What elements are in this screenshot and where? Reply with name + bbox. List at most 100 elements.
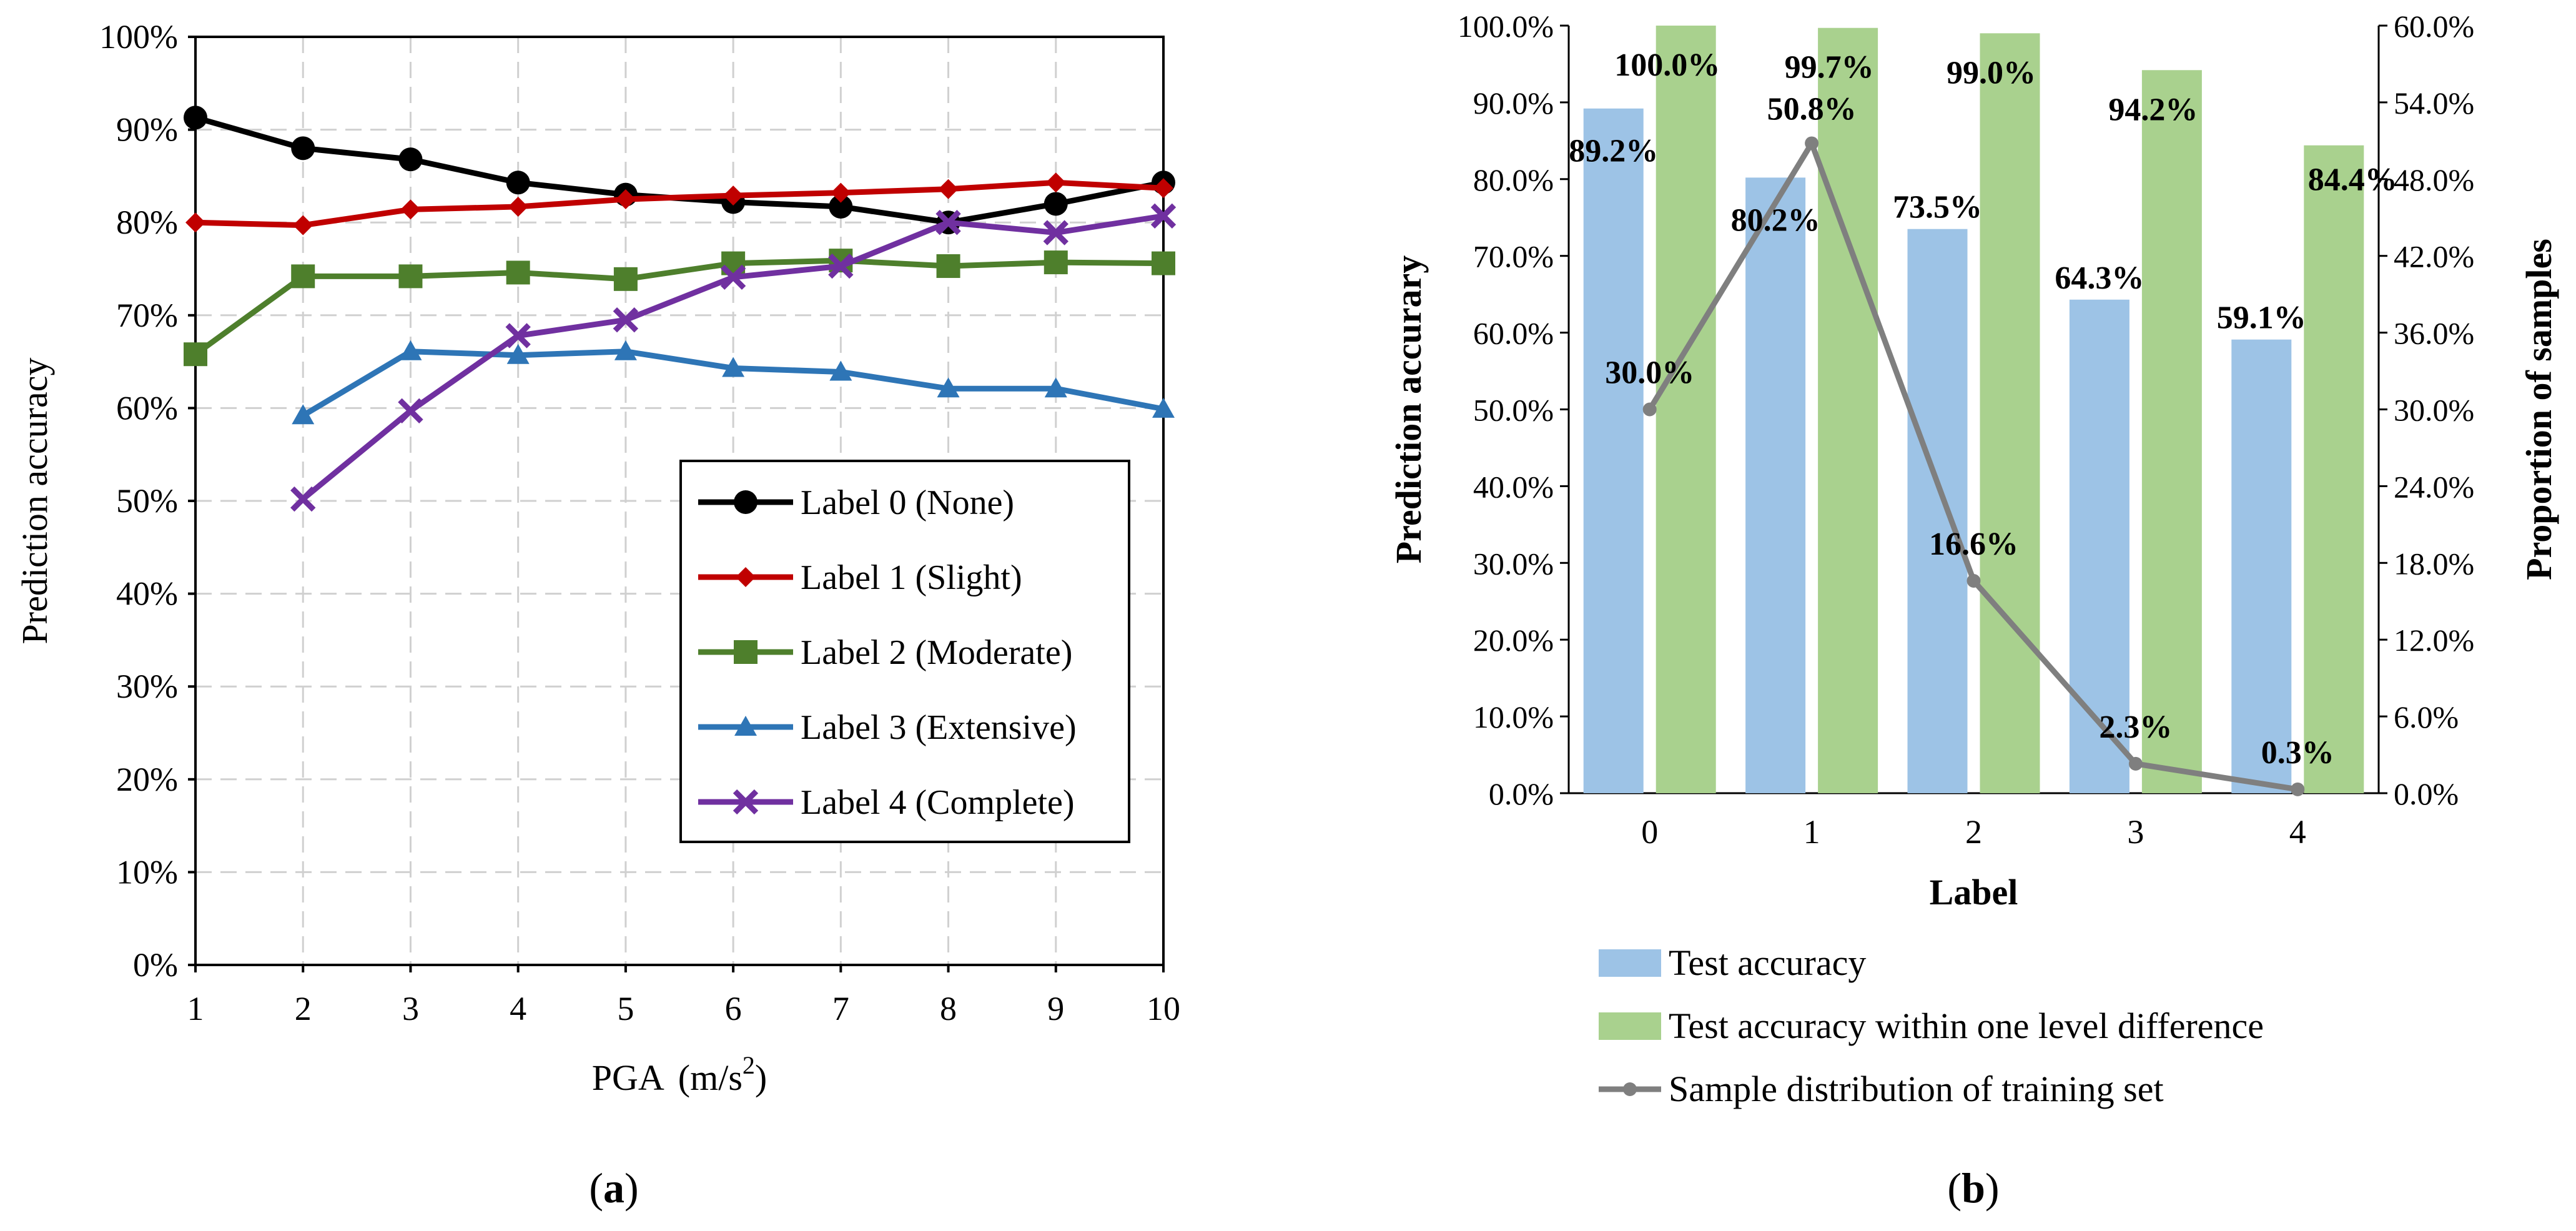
x-tick-label: 0 — [1641, 813, 1658, 851]
legend-swatch — [1599, 949, 1661, 977]
bar-within-one-level — [1980, 33, 2040, 793]
y2-tick-label: 60.0% — [2394, 9, 2474, 44]
distribution-point — [1805, 136, 1819, 151]
x-tick-label: 9 — [1047, 990, 1064, 1027]
legend-label: Test accuracy — [1669, 942, 1866, 983]
x-axis-unit: (m/s — [678, 1057, 743, 1098]
label-test-accuracy: 89.2% — [1569, 134, 1658, 169]
bar-test-accuracy — [2069, 299, 2129, 793]
data-point — [506, 171, 530, 195]
x-tick-label: 4 — [510, 990, 526, 1027]
legend-label: Label 4 (Complete) — [801, 783, 1075, 822]
x-axis-title-name: PGA — [592, 1057, 664, 1098]
label-test-accuracy: 59.1% — [2217, 300, 2306, 336]
data-point — [831, 182, 851, 203]
series-1 — [185, 172, 1173, 235]
data-point — [184, 106, 207, 130]
legend-marker — [733, 789, 759, 815]
data-point — [292, 404, 315, 425]
data-point — [505, 323, 531, 349]
distribution-point — [1642, 402, 1657, 417]
data-point — [291, 136, 315, 161]
y2-tick-label: 0.0% — [2394, 776, 2459, 811]
legend-label: Label 1 (Slight) — [801, 558, 1022, 597]
y-tick-label: 60% — [116, 389, 178, 427]
panel-label: (b) — [1947, 1164, 1999, 1212]
x-tick-label: 7 — [832, 990, 849, 1027]
x-tick-label: 8 — [940, 990, 957, 1027]
x-tick-label: 3 — [2127, 813, 2144, 851]
x-tick-label: 1 — [1804, 813, 1820, 851]
data-point — [1044, 250, 1068, 275]
label-test-accuracy: 73.5% — [1893, 190, 1982, 225]
data-point — [1150, 203, 1177, 229]
label-distribution: 30.0% — [1605, 355, 1694, 391]
y-tick-label: 0.0% — [1489, 776, 1554, 811]
data-point — [185, 212, 205, 233]
distribution-point — [1967, 573, 1981, 588]
x-axis-unit-exp: 2 — [743, 1051, 755, 1079]
series-line — [194, 257, 1164, 357]
legend-label: Sample distribution of training set — [1669, 1069, 2164, 1109]
data-point — [290, 486, 316, 512]
data-point — [399, 340, 422, 360]
data-point — [1044, 377, 1067, 398]
data-point — [506, 260, 530, 285]
series-line — [194, 114, 1164, 225]
x-tick-label: 1 — [187, 990, 204, 1027]
y-tick-label: 100.0% — [1458, 9, 1554, 44]
chart-a: 0% 10% 20% 30% 40% 50% 60% 70% 80% 90% 100% 1 2 3 4 5 6 7… — [14, 18, 1180, 1098]
legend-marker — [1623, 1082, 1637, 1096]
data-point — [1045, 172, 1066, 193]
label-test-accuracy: 80.2% — [1731, 202, 1820, 238]
data-point — [935, 210, 961, 235]
y-axis-title: Prediction accurary — [1388, 255, 1429, 563]
y-tick-label: 10% — [116, 853, 178, 891]
data-point — [506, 344, 530, 364]
series-3 — [292, 340, 1175, 425]
panel-labels: (a) (b) — [589, 1164, 1999, 1212]
bar-within-one-level — [2304, 145, 2364, 793]
data-point — [293, 215, 313, 235]
x-tick-label: 4 — [2289, 813, 2306, 851]
y-tick-label: 70% — [116, 297, 178, 334]
y-tick-label: 30.0% — [1473, 546, 1554, 581]
label-within-one-level: 84.4% — [2308, 162, 2397, 198]
data-point — [1043, 220, 1068, 245]
data-point — [828, 253, 854, 279]
bar-test-accuracy — [1583, 108, 1644, 794]
y-tick-label: 90% — [116, 111, 178, 149]
data-point — [829, 360, 852, 381]
data-point — [508, 196, 528, 217]
data-point — [1152, 251, 1175, 275]
data-point — [829, 194, 853, 219]
x-tick-label: 2 — [295, 990, 312, 1027]
series-line — [195, 179, 1164, 229]
bar-within-one-level — [1818, 27, 1878, 793]
x-tick-label: 10 — [1147, 990, 1180, 1027]
legend-marker — [734, 640, 758, 664]
y-tick-label: 10.0% — [1473, 700, 1554, 734]
y-axis-title: Prediction accuracy — [14, 358, 55, 645]
legend-label: Label 2 (Moderate) — [801, 633, 1072, 672]
data-point — [398, 398, 423, 424]
x-tick-label: 6 — [725, 990, 742, 1027]
legend-label: Label 0 (None) — [801, 483, 1014, 522]
data-point — [398, 147, 423, 172]
data-point — [722, 357, 745, 377]
label-distribution: 2.3% — [2099, 709, 2172, 745]
bar-test-accuracy — [1907, 229, 1968, 793]
data-point — [614, 340, 637, 360]
data-labels: 89.2% 100.0% 30.0% 80.2% 99.7% 50.8% 73.5% 99.0… — [1569, 47, 2397, 771]
bars — [1583, 26, 2364, 794]
label-test-accuracy: 64.3% — [2055, 260, 2144, 296]
legend-marker — [734, 490, 758, 514]
legend-label: Test accuracy within one level differenc… — [1669, 1006, 2264, 1046]
y2-axis-title: Proportion of samples — [2519, 239, 2559, 580]
y-tick-label: 30% — [116, 668, 178, 705]
legend-b: Test accuracy Test accuracy within one le… — [1599, 942, 2264, 1109]
x-tick-label: 3 — [402, 990, 419, 1027]
y2-tick-label: 54.0% — [2394, 86, 2474, 121]
data-point — [936, 254, 960, 279]
